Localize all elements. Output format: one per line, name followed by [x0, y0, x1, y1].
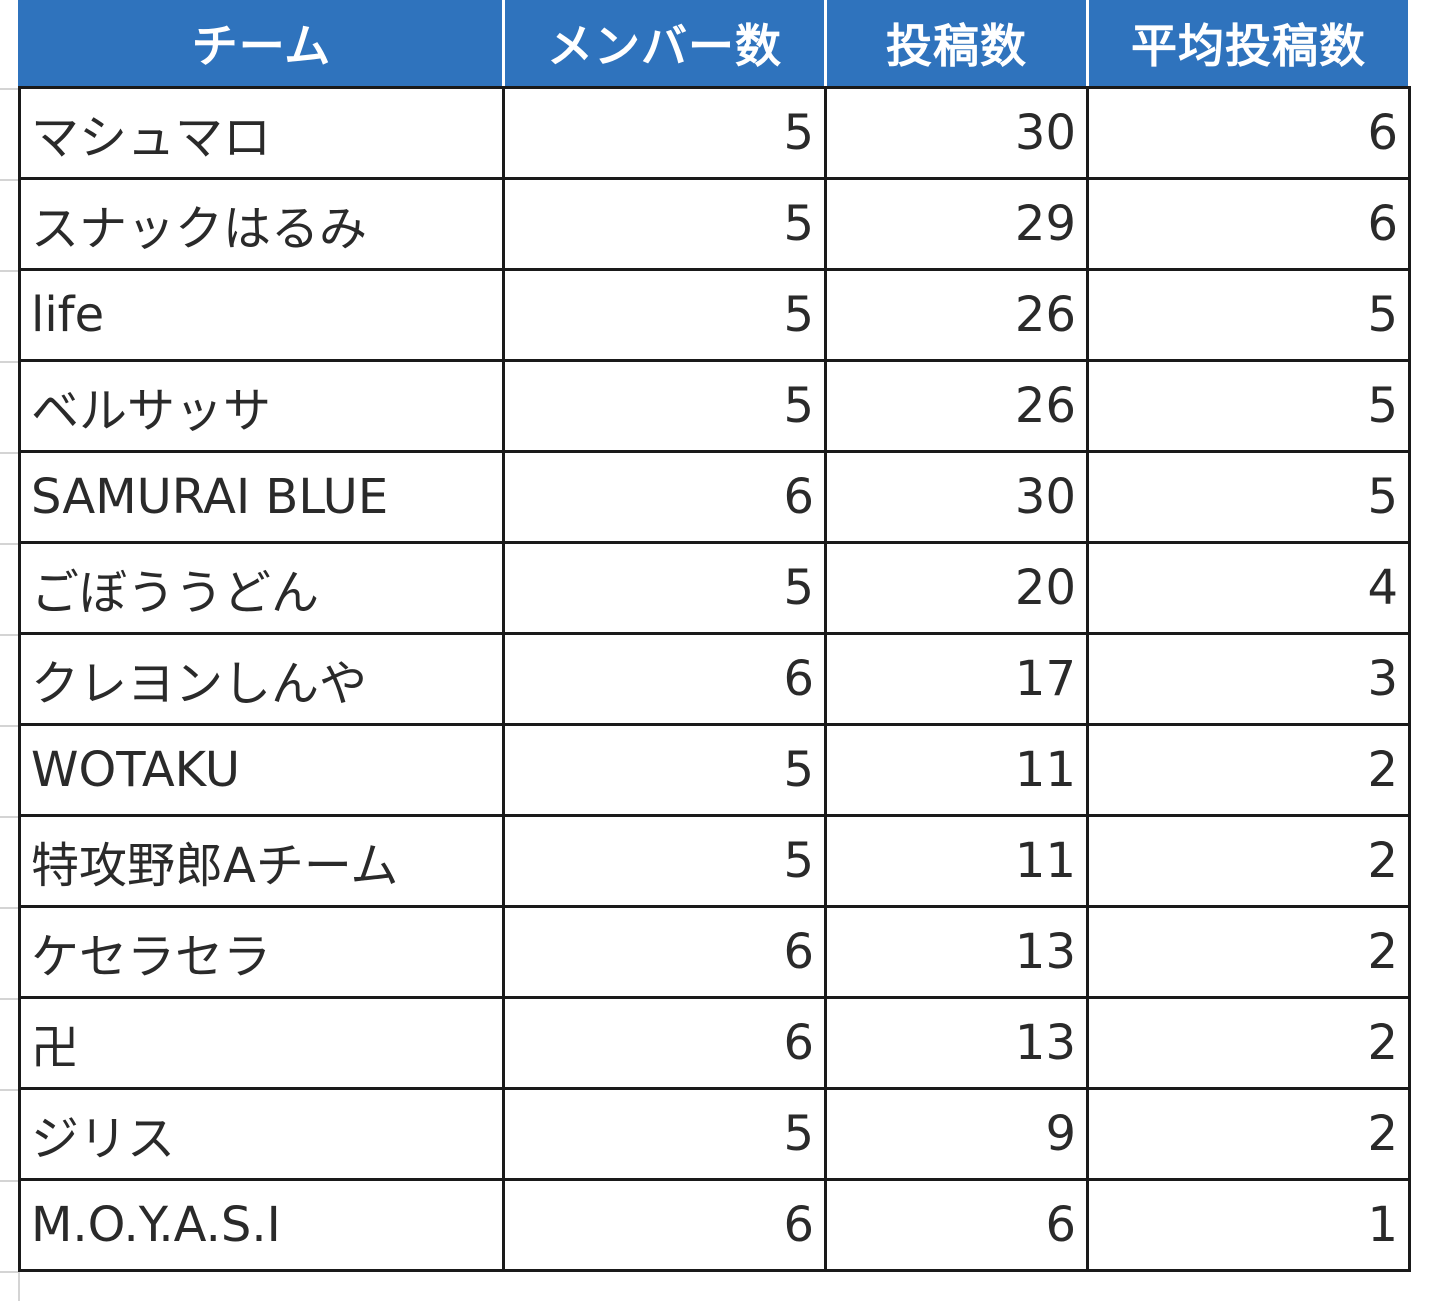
cell-avg-posts[interactable]: 6: [1086, 177, 1411, 271]
gridline: [0, 452, 20, 454]
cell-team[interactable]: クレヨンしんや: [18, 632, 505, 726]
cell-avg-posts[interactable]: 2: [1086, 1087, 1411, 1181]
table-row: ケセラセラ 6 13 2: [18, 905, 1411, 999]
cell-members[interactable]: 5: [502, 814, 827, 908]
cell-avg-posts[interactable]: 5: [1086, 268, 1411, 362]
cell-members[interactable]: 6: [502, 632, 827, 726]
gridline: [0, 88, 20, 90]
table-row: 特攻野郎Aチーム 5 11 2: [18, 814, 1411, 908]
cell-avg-posts[interactable]: 3: [1086, 632, 1411, 726]
cell-team[interactable]: 卍: [18, 996, 505, 1090]
cell-posts[interactable]: 20: [824, 541, 1089, 635]
table-row: ごぼううどん 5 20 4: [18, 541, 1411, 635]
cell-members[interactable]: 5: [502, 541, 827, 635]
cell-members[interactable]: 6: [502, 450, 827, 544]
cell-posts[interactable]: 11: [824, 814, 1089, 908]
cell-avg-posts[interactable]: 1: [1086, 1178, 1411, 1272]
gridline: [0, 543, 20, 545]
header-team[interactable]: チーム: [18, 0, 505, 89]
gridline: [0, 1089, 20, 1091]
cell-team[interactable]: スナックはるみ: [18, 177, 505, 271]
gridline: [0, 907, 20, 909]
cell-posts[interactable]: 30: [824, 450, 1089, 544]
cell-posts[interactable]: 13: [824, 996, 1089, 1090]
cell-team[interactable]: life: [18, 268, 505, 362]
table-row: マシュマロ 5 30 6: [18, 86, 1411, 180]
cell-avg-posts[interactable]: 2: [1086, 723, 1411, 817]
cell-posts[interactable]: 11: [824, 723, 1089, 817]
cell-team[interactable]: 特攻野郎Aチーム: [18, 814, 505, 908]
cell-members[interactable]: 5: [502, 268, 827, 362]
cell-team[interactable]: SAMURAI BLUE: [18, 450, 505, 544]
cell-members[interactable]: 5: [502, 86, 827, 180]
gridline: [0, 1271, 20, 1273]
table-row: クレヨンしんや 6 17 3: [18, 632, 1411, 726]
cell-members[interactable]: 5: [502, 359, 827, 453]
header-members[interactable]: メンバー数: [502, 0, 827, 89]
cell-avg-posts[interactable]: 4: [1086, 541, 1411, 635]
cell-team[interactable]: ケセラセラ: [18, 905, 505, 999]
cell-members[interactable]: 6: [502, 905, 827, 999]
table-row: SAMURAI BLUE 6 30 5: [18, 450, 1411, 544]
gridline: [0, 1180, 20, 1182]
cell-posts[interactable]: 17: [824, 632, 1089, 726]
table-row: ベルサッサ 5 26 5: [18, 359, 1411, 453]
cell-posts[interactable]: 6: [824, 1178, 1089, 1272]
cell-avg-posts[interactable]: 5: [1086, 359, 1411, 453]
gridline: [0, 179, 20, 181]
cell-team[interactable]: ジリス: [18, 1087, 505, 1181]
cell-avg-posts[interactable]: 2: [1086, 814, 1411, 908]
gridline: [0, 725, 20, 727]
cell-posts[interactable]: 26: [824, 359, 1089, 453]
cell-members[interactable]: 6: [502, 1178, 827, 1272]
cell-members[interactable]: 5: [502, 723, 827, 817]
header-avg-posts[interactable]: 平均投稿数: [1086, 0, 1411, 89]
cell-team[interactable]: ごぼううどん: [18, 541, 505, 635]
cell-avg-posts[interactable]: 2: [1086, 996, 1411, 1090]
cell-avg-posts[interactable]: 6: [1086, 86, 1411, 180]
gridline: [0, 361, 20, 363]
cell-posts[interactable]: 26: [824, 268, 1089, 362]
cell-posts[interactable]: 9: [824, 1087, 1089, 1181]
cell-avg-posts[interactable]: 5: [1086, 450, 1411, 544]
gridline: [0, 816, 20, 818]
header-posts[interactable]: 投稿数: [824, 0, 1089, 89]
table-body: マシュマロ 5 30 6 スナックはるみ 5 29 6 life 5 26 5 ベルサッサ 5 26 5 SAM…: [18, 86, 1411, 1272]
table-row: 卍 6 13 2: [18, 996, 1411, 1090]
gridline: [0, 270, 20, 272]
cell-members[interactable]: 5: [502, 177, 827, 271]
cell-avg-posts[interactable]: 2: [1086, 905, 1411, 999]
cell-posts[interactable]: 13: [824, 905, 1089, 999]
team-posts-table: チーム メンバー数 投稿数 平均投稿数 マシュマロ 5 30 6 スナックはるみ 5 29 6…: [18, 0, 1411, 1272]
table-row: WOTAKU 5 11 2: [18, 723, 1411, 817]
gridline: [0, 998, 20, 1000]
cell-members[interactable]: 6: [502, 996, 827, 1090]
header-row: チーム メンバー数 投稿数 平均投稿数: [18, 0, 1411, 89]
table-row: life 5 26 5: [18, 268, 1411, 362]
cell-team[interactable]: マシュマロ: [18, 86, 505, 180]
table-row: M.O.Y.A.S.I 6 6 1: [18, 1178, 1411, 1272]
gridline: [0, 634, 20, 636]
table-row: ジリス 5 9 2: [18, 1087, 1411, 1181]
cell-team[interactable]: M.O.Y.A.S.I: [18, 1178, 505, 1272]
cell-team[interactable]: WOTAKU: [18, 723, 505, 817]
cell-team[interactable]: ベルサッサ: [18, 359, 505, 453]
cell-posts[interactable]: 30: [824, 86, 1089, 180]
table-row: スナックはるみ 5 29 6: [18, 177, 1411, 271]
cell-members[interactable]: 5: [502, 1087, 827, 1181]
cell-posts[interactable]: 29: [824, 177, 1089, 271]
